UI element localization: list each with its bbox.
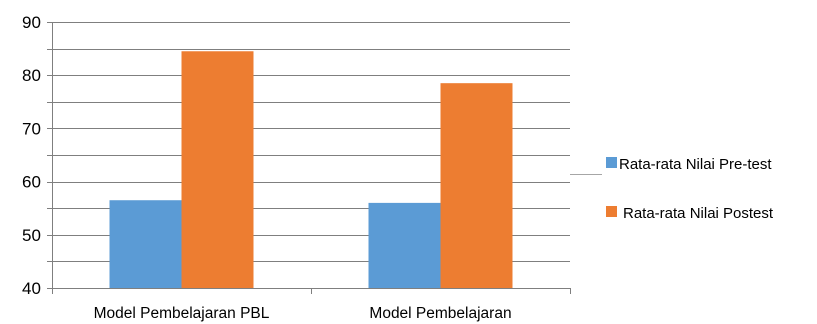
y-axis-tick-labels: 40 50 60 70 80 90 (22, 13, 41, 298)
y-tick-label: 80 (22, 66, 41, 85)
x-category-label: Model Pembelajaran (369, 305, 511, 322)
legend: Rata-rata Nilai Pre-test Rata-rata Nilai … (570, 156, 774, 222)
bar (181, 51, 254, 289)
bars (109, 51, 513, 289)
y-tick-label: 50 (22, 226, 41, 245)
y-tick-label: 60 (22, 173, 41, 192)
legend-label: Rata-rata Nilai Pre-test (619, 156, 772, 173)
x-category-label: Model Pembelajaran PBL (94, 305, 270, 322)
legend-swatch (606, 157, 617, 168)
bar (440, 83, 513, 289)
axes (47, 22, 571, 294)
legend-label: Rata-rata Nilai Postest (623, 205, 774, 222)
x-axis-category-labels: Model Pembelajaran PBL Model Pembelajaran (94, 305, 512, 322)
bar (109, 200, 182, 288)
y-tick-label: 40 (22, 279, 41, 298)
y-tick-label: 90 (22, 13, 41, 32)
bar (368, 202, 441, 288)
legend-swatch (606, 206, 617, 217)
y-tick-label: 70 (22, 119, 41, 138)
